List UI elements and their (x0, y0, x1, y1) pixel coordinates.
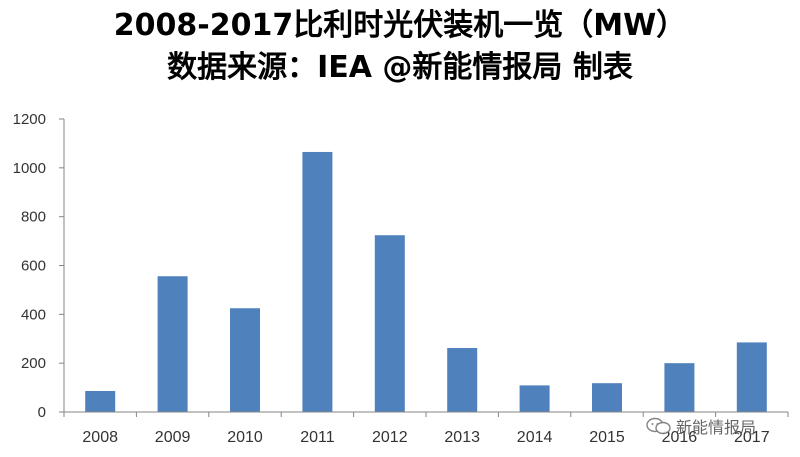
bar-2015 (592, 383, 622, 412)
bar-2009 (157, 276, 188, 412)
watermark: 新能情报局 (646, 414, 756, 438)
bar-2014 (519, 385, 550, 412)
x-tick-label: 2008 (82, 429, 118, 446)
bar-2011 (302, 151, 333, 412)
x-tick-label: 2011 (300, 429, 335, 446)
bar-2013 (447, 348, 478, 412)
y-tick-label: 200 (21, 355, 46, 372)
x-tick-label: 2010 (227, 429, 263, 446)
x-ticks-group: 2008 2009 2010 2011 2012 2013 2014 2015 2016 2017 (63, 412, 789, 446)
watermark-text: 新能情报局 (676, 418, 757, 437)
bars-group (85, 151, 767, 412)
y-tick-label: 0 (38, 404, 46, 421)
bar-2008 (85, 391, 116, 412)
bar-2016 (664, 363, 695, 412)
bar-2017 (736, 342, 767, 412)
x-tick-label: 2009 (155, 429, 191, 446)
chart-subtitle: 数据来源：IEA @新能情报局 制表 (167, 50, 633, 85)
y-tick-label: 400 (21, 306, 46, 323)
x-tick-label: 2014 (517, 429, 553, 446)
wechat-icon (646, 417, 671, 435)
bar-2012 (374, 235, 405, 412)
chart-title: 2008-2017比利时光伏装机一览（MW） (113, 8, 687, 43)
x-tick-label: 2015 (589, 429, 625, 446)
y-ticks-group: 0 200 400 600 800 1000 1200 (13, 111, 64, 421)
x-tick-label: 2013 (444, 429, 480, 446)
x-tick-label: 2017 (734, 429, 770, 446)
y-tick-label: 1200 (13, 111, 46, 128)
bar-2010 (230, 308, 260, 412)
x-tick-label: 2012 (372, 429, 408, 446)
y-tick-label: 800 (21, 209, 46, 226)
y-tick-label: 1000 (13, 160, 46, 177)
x-tick-label: 2016 (662, 429, 698, 446)
y-tick-label: 600 (21, 258, 46, 275)
